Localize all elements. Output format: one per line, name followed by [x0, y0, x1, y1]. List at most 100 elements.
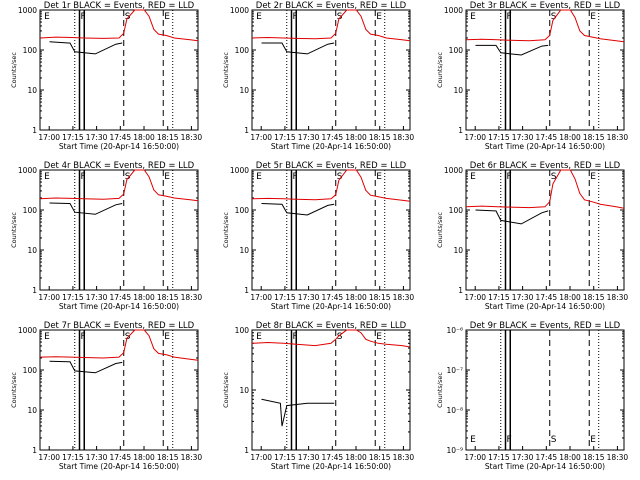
- x-tick-label: 17:30: [86, 133, 108, 142]
- flag-label: S: [125, 172, 131, 182]
- x-axis-label: Start Time (20-Apr-14 16:50:00): [485, 302, 605, 311]
- flag-label: S: [337, 172, 343, 182]
- x-tick-label: 17:00: [250, 293, 272, 302]
- x-axis-label: Start Time (20-Apr-14 16:50:00): [59, 302, 179, 311]
- flag-label: S: [337, 12, 343, 22]
- y-tick-label: 10: [239, 246, 249, 255]
- x-axis-label: Start Time (20-Apr-14 16:50:00): [271, 462, 391, 471]
- y-tick-label: 1000: [230, 6, 249, 15]
- series-line-events: [49, 41, 123, 55]
- x-tick-label: 17:00: [464, 453, 486, 462]
- x-tick-label: 18:15: [369, 293, 391, 302]
- y-tick-label: 100: [23, 46, 38, 55]
- flag-label: E: [256, 332, 262, 342]
- x-tick-label: 18:30: [393, 293, 415, 302]
- x-tick-label: 18:00: [133, 133, 155, 142]
- plot-frame: [251, 9, 411, 131]
- plot-frame: [465, 169, 625, 291]
- series-line-lld: [465, 9, 625, 43]
- panel-8: Det 8r BLACK = Events, RED = LLD 1 10 100 17…: [222, 321, 414, 471]
- y-tick-label: 1000: [18, 326, 37, 335]
- y-tick-label: 1000: [444, 6, 463, 15]
- series-line-events: [475, 44, 549, 56]
- y-tick-label: 10: [453, 246, 463, 255]
- flag-label: S: [551, 172, 557, 182]
- x-tick-label: 17:15: [62, 133, 84, 142]
- x-tick-label: 17:00: [38, 453, 60, 462]
- x-tick-label: 18:00: [559, 293, 581, 302]
- y-axis-label: Counts/sec: [222, 52, 230, 88]
- panel-title: Det 4r BLACK = Events, RED = LLD: [44, 161, 195, 171]
- y-axis-label: Counts/sec: [10, 52, 18, 88]
- x-axis-label: Start Time (20-Apr-14 16:50:00): [271, 142, 391, 151]
- x-tick-label: 17:15: [488, 293, 510, 302]
- flag-label: E: [590, 12, 596, 22]
- x-tick-label: 18:00: [559, 133, 581, 142]
- x-tick-label: 18:30: [181, 293, 203, 302]
- x-tick-label: 18:15: [157, 453, 179, 462]
- flag-label: E: [256, 172, 262, 182]
- panel-title: Det 2r BLACK = Events, RED = LLD: [256, 1, 407, 11]
- flag-label: F: [81, 12, 86, 22]
- x-tick-label: 17:00: [38, 133, 60, 142]
- x-tick-label: 18:30: [181, 133, 203, 142]
- y-axis-label: Counts/sec: [436, 212, 444, 248]
- flag-label: E: [164, 332, 170, 342]
- flag-label: F: [293, 12, 298, 22]
- y-tick-label: 10⁻⁹: [446, 446, 463, 455]
- x-tick-label: 17:30: [86, 293, 108, 302]
- panel-title: Det 9r BLACK = Events, RED = LLD: [470, 321, 621, 331]
- x-tick-label: 17:30: [512, 133, 534, 142]
- series-line-events: [475, 209, 549, 225]
- y-tick-label: 100: [449, 46, 464, 55]
- flag-label: E: [44, 12, 50, 22]
- flag-label: S: [551, 435, 557, 445]
- x-tick-label: 18:15: [583, 293, 605, 302]
- x-tick-label: 17:30: [512, 453, 534, 462]
- flag-label: S: [551, 12, 557, 22]
- y-tick-label: 10: [239, 86, 249, 95]
- x-tick-label: 18:15: [157, 293, 179, 302]
- panel-6: Det 6r BLACK = Events, RED = LLD 1 10 100 10…: [436, 161, 628, 311]
- x-tick-label: 18:00: [345, 453, 367, 462]
- x-tick-label: 18:30: [607, 453, 629, 462]
- flag-label: S: [125, 12, 131, 22]
- x-tick-label: 18:30: [393, 453, 415, 462]
- y-tick-label: 1: [458, 286, 463, 295]
- flag-label: F: [81, 332, 86, 342]
- x-tick-label: 17:30: [298, 133, 320, 142]
- x-tick-label: 17:30: [86, 453, 108, 462]
- y-tick-label: 100: [23, 206, 38, 215]
- flag-label: S: [337, 332, 343, 342]
- y-tick-label: 10⁻⁷: [446, 366, 463, 375]
- y-tick-label: 1: [32, 126, 37, 135]
- x-tick-label: 18:15: [157, 133, 179, 142]
- panel-9: Det 9r BLACK = Events, RED = LLD 10⁻⁹ 10⁻⁸…: [436, 321, 628, 471]
- y-axis-label: Counts/sec: [436, 52, 444, 88]
- series-line-events: [261, 203, 335, 216]
- flag-label: E: [376, 12, 382, 22]
- y-axis-label: Counts/sec: [222, 212, 230, 248]
- plot-frame: [465, 9, 625, 131]
- y-tick-label: 1000: [230, 166, 249, 175]
- plot-frame: [39, 329, 199, 451]
- x-tick-label: 18:00: [133, 293, 155, 302]
- panel-title: Det 1r BLACK = Events, RED = LLD: [44, 1, 195, 11]
- x-tick-label: 18:00: [345, 293, 367, 302]
- x-tick-label: 17:15: [274, 133, 296, 142]
- x-tick-label: 17:00: [38, 293, 60, 302]
- y-tick-label: 10: [239, 386, 249, 395]
- flag-label: F: [507, 435, 512, 445]
- y-axis-label: Counts/sec: [10, 372, 18, 408]
- panel-3: Det 3r BLACK = Events, RED = LLD 1 10 100 10…: [436, 1, 628, 151]
- panel-title: Det 7r BLACK = Events, RED = LLD: [44, 321, 195, 331]
- plot-frame: [39, 9, 199, 131]
- flag-label: E: [470, 435, 476, 445]
- x-tick-label: 17:15: [62, 453, 84, 462]
- x-axis-label: Start Time (20-Apr-14 16:50:00): [271, 302, 391, 311]
- y-tick-label: 100: [235, 326, 250, 335]
- x-tick-label: 17:30: [512, 293, 534, 302]
- y-tick-label: 1000: [18, 6, 37, 15]
- y-tick-label: 1: [244, 126, 249, 135]
